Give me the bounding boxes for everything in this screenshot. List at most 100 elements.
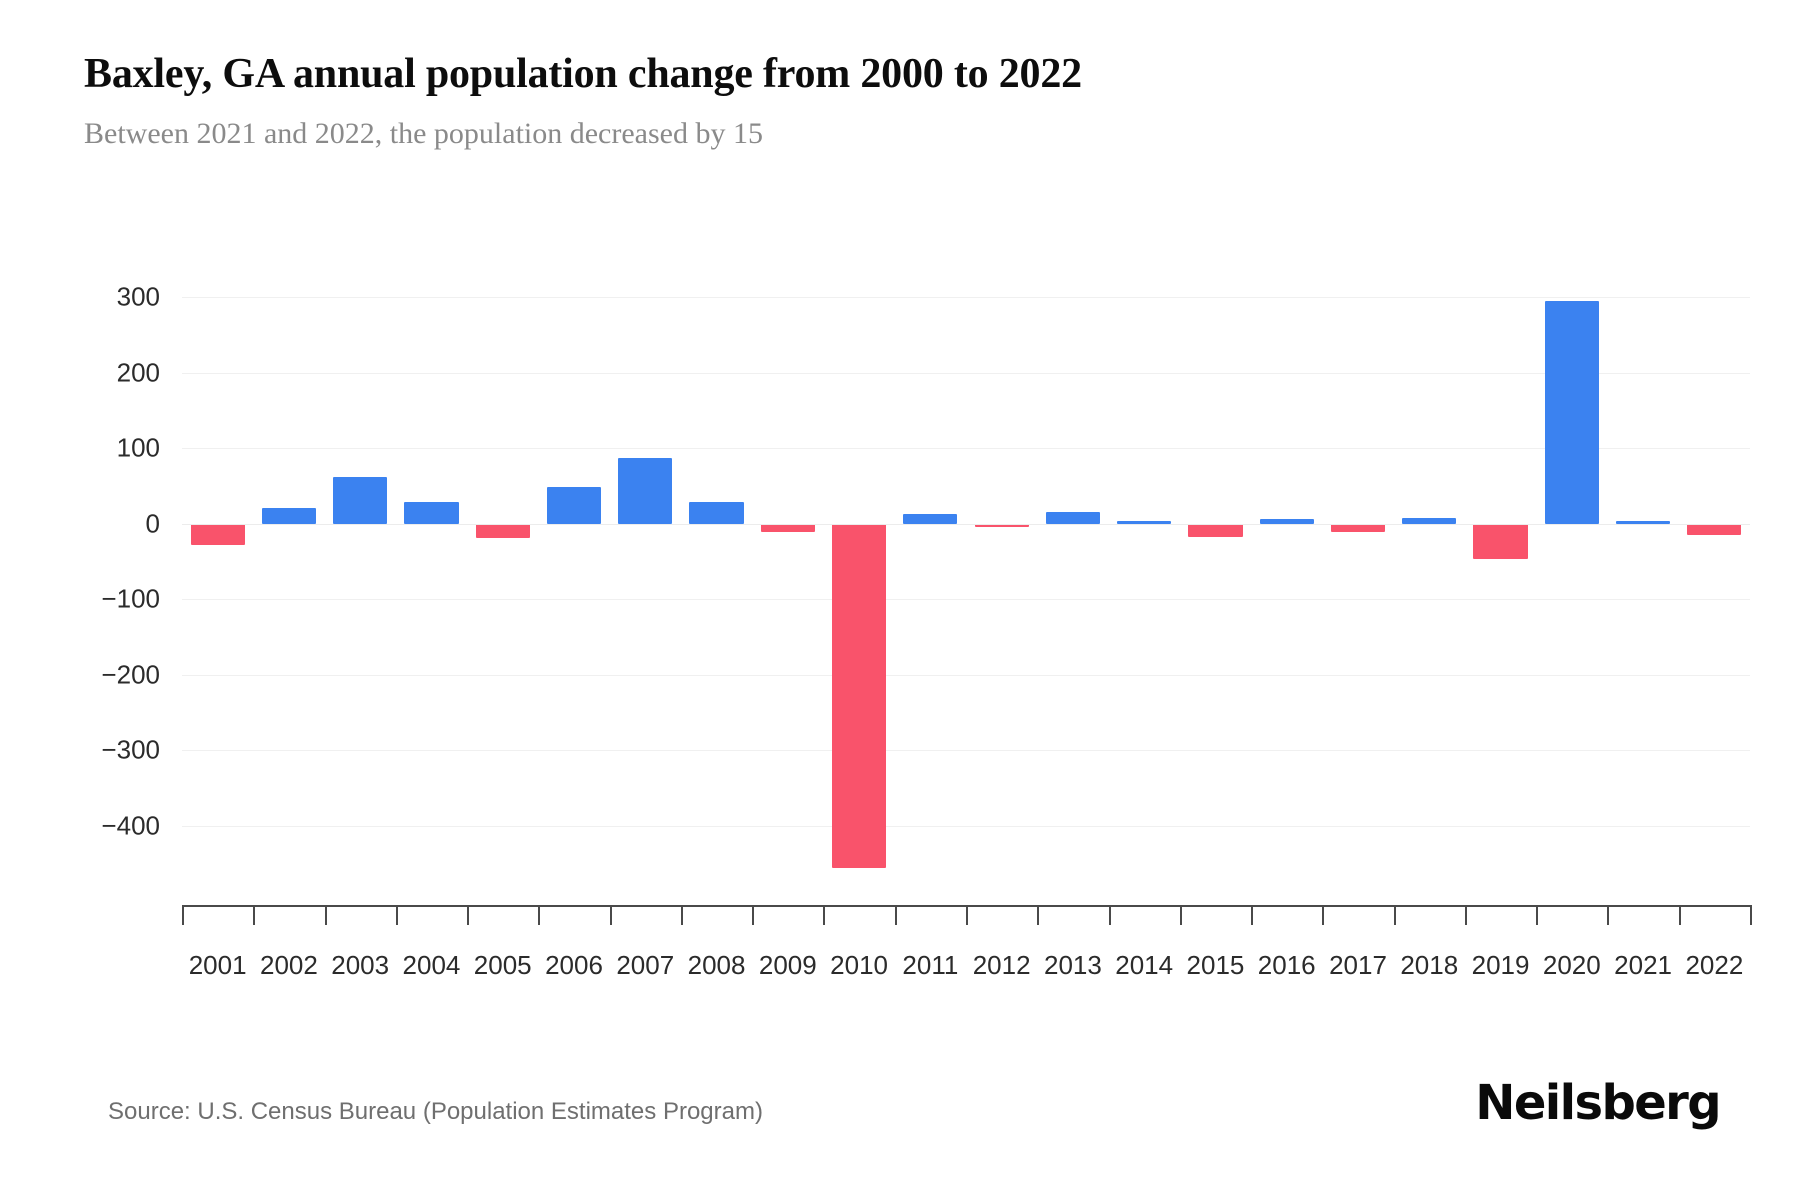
bar[interactable] xyxy=(546,487,602,524)
y-axis-tick-label: 300 xyxy=(116,281,160,312)
x-axis-tick xyxy=(1322,905,1325,925)
bar[interactable] xyxy=(190,523,245,545)
bar-slot xyxy=(396,297,467,826)
x-axis-tick-label: 2004 xyxy=(402,950,461,980)
bar[interactable] xyxy=(1402,517,1457,524)
gridline xyxy=(182,674,1750,676)
bar-slot xyxy=(1607,297,1678,826)
gridline xyxy=(182,448,1750,450)
x-axis-tick-label: 2016 xyxy=(1257,950,1316,980)
page-title: Baxley, GA annual population change from… xyxy=(84,51,1082,97)
x-axis-tick-label: 2014 xyxy=(1115,950,1174,980)
bar-slot xyxy=(1037,297,1108,826)
x-axis-tick-label: 2015 xyxy=(1186,950,1245,980)
gridline xyxy=(182,826,1750,827)
chart-subtitle: Between 2021 and 2022, the population de… xyxy=(84,117,763,151)
x-axis-tick-label: 2011 xyxy=(902,950,959,980)
bar[interactable] xyxy=(618,457,673,524)
x-axis-tick-label: 2009 xyxy=(758,950,817,980)
bar-slot xyxy=(182,297,253,826)
x-axis-tick xyxy=(894,905,897,925)
x-axis-tick xyxy=(1536,905,1539,925)
x-axis-tick-label: 2020 xyxy=(1542,950,1601,980)
bar-slot xyxy=(1536,297,1607,826)
y-axis-tick-label: −100 xyxy=(101,583,160,614)
gridline xyxy=(182,599,1750,601)
x-axis-tick xyxy=(1607,905,1610,925)
y-axis-tick-label: −400 xyxy=(101,810,160,841)
source-note: Source: U.S. Census Bureau (Population E… xyxy=(108,1098,763,1125)
x-axis-tick-label: 2013 xyxy=(1043,950,1102,980)
bar[interactable] xyxy=(1687,523,1742,536)
x-axis-tick xyxy=(752,905,755,925)
bar-slot xyxy=(1679,297,1750,826)
x-axis-tick xyxy=(538,905,541,925)
x-axis-tick-label: 2019 xyxy=(1471,950,1530,980)
gridline xyxy=(182,372,1750,374)
bar-slot xyxy=(325,297,396,826)
x-axis-tick xyxy=(1393,905,1396,925)
y-axis-tick-label: 200 xyxy=(116,357,160,388)
bar[interactable] xyxy=(1616,520,1671,524)
x-axis-tick xyxy=(609,905,612,925)
y-axis-tick-label: 100 xyxy=(116,432,160,463)
bar[interactable] xyxy=(689,501,744,524)
chart-header: Baxley, GA annual population change from… xyxy=(84,50,1724,152)
x-axis-tick xyxy=(395,905,398,925)
bar[interactable] xyxy=(832,523,887,869)
x-axis-tick xyxy=(1037,905,1040,925)
x-axis-tick xyxy=(680,905,683,925)
bar[interactable] xyxy=(1544,300,1599,524)
bar[interactable] xyxy=(333,476,388,524)
bar[interactable] xyxy=(1259,519,1314,524)
x-axis-tick-label: 2012 xyxy=(972,950,1031,980)
bar-slot xyxy=(681,297,752,826)
bar-slot xyxy=(467,297,538,826)
x-axis-tick-label: 2007 xyxy=(616,950,675,980)
x-axis-tick-label: 2005 xyxy=(473,950,532,980)
bar[interactable] xyxy=(760,523,815,533)
y-axis-tick-label: −200 xyxy=(101,659,160,690)
bar[interactable] xyxy=(1330,523,1386,533)
x-axis-tick xyxy=(1251,905,1254,925)
plot-area: 300 200 100 0 −100 −200 −300 −400 xyxy=(101,282,1750,869)
bar-slot xyxy=(966,297,1037,826)
x-axis-tick-label: 2021 xyxy=(1614,950,1672,980)
bar[interactable] xyxy=(404,501,459,524)
bar-slot xyxy=(538,297,609,826)
x-axis-tick-label: 2018 xyxy=(1400,950,1459,980)
bar[interactable] xyxy=(1117,520,1172,524)
x-axis-tick-label: 2017 xyxy=(1329,950,1387,980)
x-axis-tick xyxy=(823,905,826,925)
bar-slot xyxy=(253,297,324,826)
bar[interactable] xyxy=(974,523,1029,527)
x-axis-tick-label: 2010 xyxy=(830,950,888,980)
bar-slot xyxy=(1109,297,1180,826)
x-axis-tick xyxy=(1750,905,1752,925)
bar-slot xyxy=(1180,297,1251,826)
bar[interactable] xyxy=(475,523,530,539)
x-axis-tick-label: 2002 xyxy=(259,950,318,980)
bar-slot xyxy=(895,297,966,826)
x-axis-tick-label: 2022 xyxy=(1685,950,1744,980)
x-axis-tick xyxy=(1179,905,1182,925)
bar[interactable] xyxy=(1188,523,1243,537)
x-axis-tick xyxy=(1108,905,1111,925)
bar-slot xyxy=(1322,297,1393,826)
bar[interactable] xyxy=(903,513,958,524)
x-axis-tick-label: 2001 xyxy=(188,950,247,980)
bar[interactable] xyxy=(1473,523,1528,560)
bar-slot xyxy=(610,297,681,826)
bar-slot xyxy=(1465,297,1536,826)
y-axis-tick-label: 0 xyxy=(145,508,160,539)
x-axis-tick-label: 2008 xyxy=(687,950,746,980)
bar-slot xyxy=(1251,297,1322,826)
brand-logo: Neilsberg xyxy=(1475,1075,1721,1131)
x-axis-tick xyxy=(324,905,327,925)
x-axis-tick xyxy=(182,905,184,925)
x-axis-tick xyxy=(253,905,256,925)
x-axis-tick-label: 2006 xyxy=(545,950,603,980)
bar[interactable] xyxy=(261,507,316,524)
bar[interactable] xyxy=(1045,511,1100,524)
